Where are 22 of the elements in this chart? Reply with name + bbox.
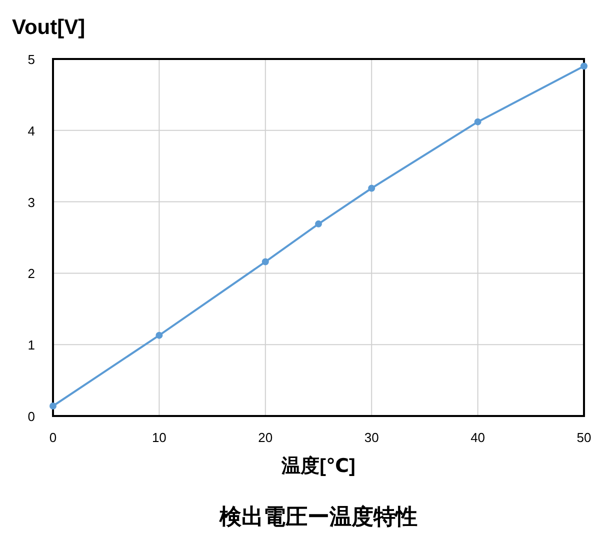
y-tick-label: 1 [28,338,35,353]
point [580,62,588,70]
y-axis-title: Vout[V] [12,16,86,39]
y-tick-label: 4 [28,123,35,138]
y-tick-label: 2 [28,266,35,282]
y-tick-label: 3 [28,194,35,210]
text: 検出電圧ー温度特性 [218,504,418,529]
x-axis-title: 温度[℃] [280,455,356,477]
x-tick-label: 10 [152,430,166,445]
point [156,332,163,339]
point [474,118,482,126]
x-tick-label: 50 [576,430,592,445]
point [315,220,322,228]
point [368,184,376,192]
y-tick-label: 5 [28,52,35,67]
x-tick-label: 30 [364,430,379,445]
point [262,258,269,266]
x-tick-label: 40 [470,430,486,445]
y-tick-label: 0 [28,409,35,424]
x-tick-label: 0 [49,430,57,445]
x-tick-label: 20 [258,430,273,445]
point [50,402,56,410]
